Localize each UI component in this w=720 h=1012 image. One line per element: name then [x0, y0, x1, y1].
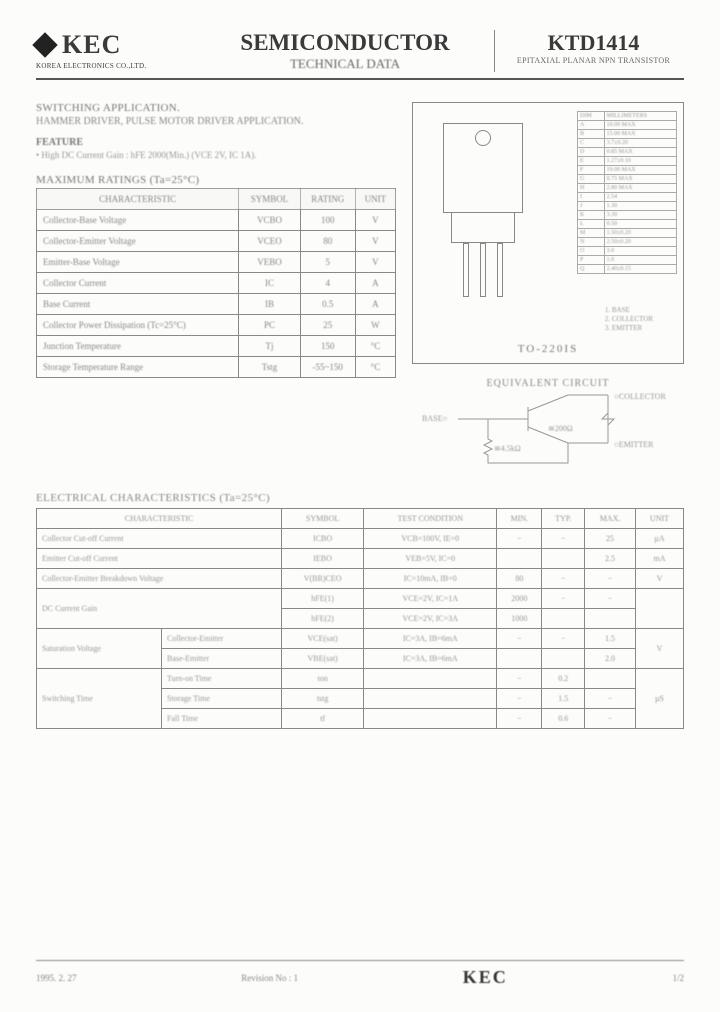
pin-labels: 1. BASE2. COLLECTOR3. EMITTER: [605, 306, 653, 333]
collector-label: ○COLLECTOR: [614, 392, 666, 401]
emitter-label: ○EMITTER: [614, 440, 654, 449]
logo-block: KEC KOREA ELECTRONICS CO.,LTD.: [36, 30, 196, 72]
package-diagram: DIMMILLIMETERSA10.00 MAXB15.00 MAXC3.7±0…: [412, 102, 684, 364]
logo-subtitle: KOREA ELECTRONICS CO.,LTD.: [36, 62, 196, 70]
header: KEC KOREA ELECTRONICS CO.,LTD. SEMICONDU…: [36, 30, 684, 80]
package-label: TO-220IS: [518, 343, 578, 355]
elec-heading: ELECTRICAL CHARACTERISTICS (Ta=25°C): [36, 492, 684, 504]
dimension-table: DIMMILLIMETERSA10.00 MAXB15.00 MAXC3.7±0…: [577, 111, 677, 274]
doc-subtitle: TECHNICAL DATA: [196, 56, 494, 72]
footer-page: 1/2: [672, 973, 684, 983]
elec-table: CHARACTERISTICSYMBOLTEST CONDITIONMIN.TY…: [36, 508, 684, 729]
app-heading-2: HAMMER DRIVER, PULSE MOTOR DRIVER APPLIC…: [36, 116, 396, 127]
part-block: KTD1414 EPITAXIAL PLANAR NPN TRANSISTOR: [494, 30, 684, 72]
feature-heading: FEATURE: [36, 137, 396, 148]
ratings-heading: MAXIMUM RATINGS (Ta=25°C): [36, 174, 396, 186]
equiv-title: EQUIVALENT CIRCUIT: [412, 378, 684, 389]
footer-logo: KEC: [463, 967, 508, 988]
app-heading-1: SWITCHING APPLICATION.: [36, 102, 396, 114]
footer: 1995. 2. 27 Revision No : 1 KEC 1/2: [36, 960, 684, 988]
logo-text: KEC: [62, 30, 121, 60]
title-block: SEMICONDUCTOR TECHNICAL DATA: [196, 30, 494, 72]
part-description: EPITAXIAL PLANAR NPN TRANSISTOR: [503, 56, 684, 65]
footer-date: 1995. 2. 27: [36, 973, 77, 983]
footer-rev: Revision No : 1: [241, 973, 298, 983]
ratings-table: CHARACTERISTICSYMBOLRATINGUNIT Collector…: [36, 188, 396, 378]
right-column: DIMMILLIMETERSA10.00 MAXB15.00 MAXC3.7±0…: [412, 102, 684, 478]
r2-label: ≅200Ω: [548, 424, 573, 433]
equivalent-circuit: EQUIVALENT CIRCUIT BASE○ ○COLLECTOR ○EMI…: [412, 378, 684, 478]
r1-label: ≅4.5kΩ: [494, 444, 521, 453]
feature-item: • High DC Current Gain : hFE 2000(Min.) …: [36, 150, 396, 160]
base-label: BASE○: [422, 414, 447, 423]
part-number: KTD1414: [503, 30, 684, 56]
left-column: SWITCHING APPLICATION. HAMMER DRIVER, PU…: [36, 102, 396, 478]
logo-icon: [32, 32, 57, 57]
doc-title: SEMICONDUCTOR: [196, 30, 494, 56]
